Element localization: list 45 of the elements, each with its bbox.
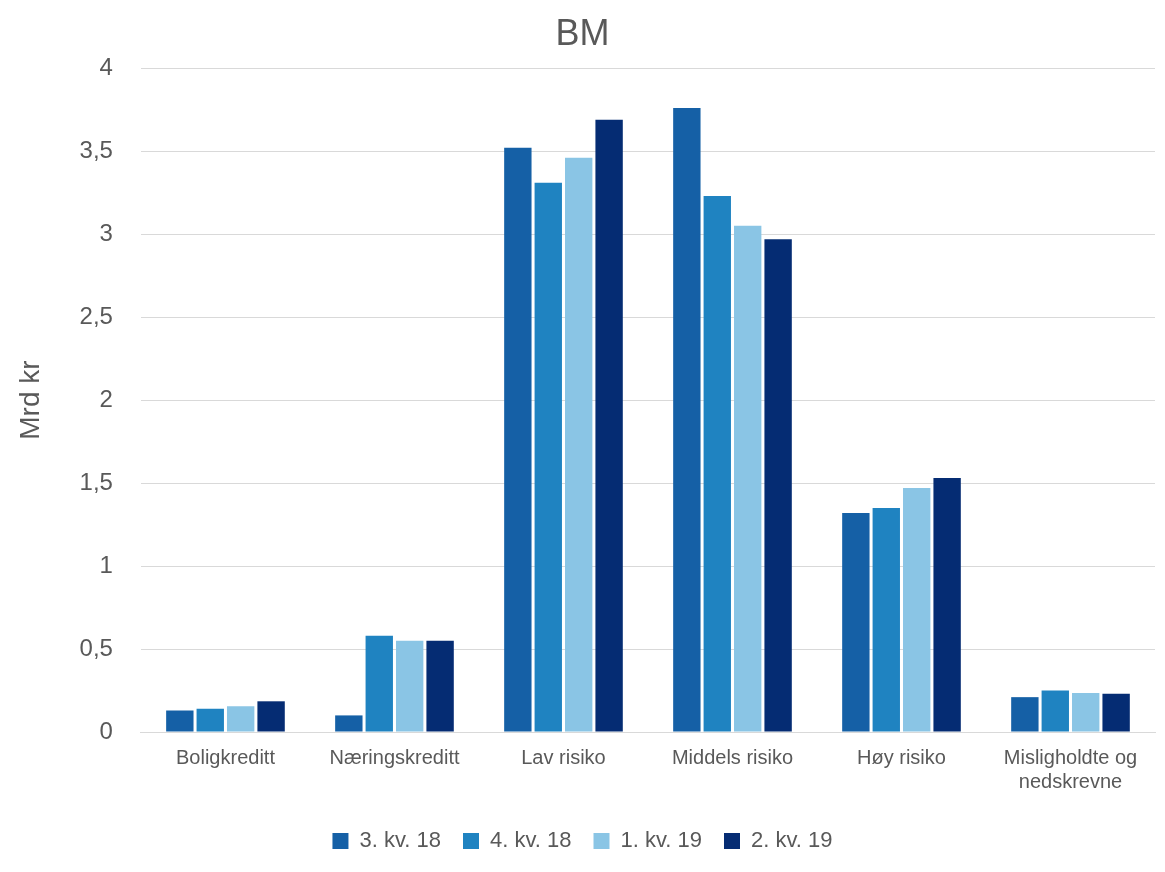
bar <box>1102 693 1130 732</box>
bar <box>595 119 623 732</box>
bar <box>764 239 792 732</box>
x-tick-label: Høy risiko <box>857 745 946 768</box>
y-tick-label: 4 <box>99 52 113 80</box>
legend-label: 3. kv. 18 <box>359 827 441 853</box>
y-axis-title: Mrd kr <box>13 360 45 440</box>
bar <box>504 147 532 732</box>
bar <box>734 225 762 732</box>
bar <box>534 182 562 732</box>
bar <box>933 478 961 732</box>
bar <box>365 635 393 732</box>
bar <box>166 710 194 732</box>
y-tick-label: 3 <box>99 218 113 246</box>
bar <box>673 108 701 732</box>
y-tick-label: 2,5 <box>79 301 113 329</box>
bar <box>1041 690 1069 732</box>
y-tick-label: 2 <box>99 384 113 412</box>
bar <box>196 708 224 732</box>
x-tick-label: Næringskreditt <box>329 745 460 768</box>
bar <box>565 157 593 732</box>
x-tick-label: Lav risiko <box>521 745 606 768</box>
bar <box>703 195 731 732</box>
chart-title: BM <box>555 11 610 53</box>
legend-label: 4. kv. 18 <box>489 827 572 853</box>
x-tick-label: Misligholdte og nedskrevne <box>1003 745 1138 792</box>
bar <box>335 715 363 732</box>
bar <box>872 507 900 732</box>
legend-label: 2. kv. 19 <box>751 827 833 853</box>
y-tick-label: 1 <box>99 550 113 578</box>
y-tick-label: 0 <box>99 716 113 744</box>
bar <box>257 701 285 732</box>
x-tick-label: Boligkreditt <box>176 745 276 768</box>
bar <box>842 512 870 732</box>
bar <box>226 706 255 732</box>
y-tick-label: 0,5 <box>79 633 113 661</box>
bar <box>426 640 454 732</box>
bar <box>1011 697 1039 732</box>
bar <box>395 640 424 732</box>
x-tick-label: Middels risiko <box>671 745 794 768</box>
legend-label: 1. kv. 19 <box>620 827 703 853</box>
bar <box>1072 693 1100 732</box>
y-tick-label: 1,5 <box>79 467 113 495</box>
bar <box>903 488 931 732</box>
y-tick-label: 3,5 <box>79 135 113 163</box>
